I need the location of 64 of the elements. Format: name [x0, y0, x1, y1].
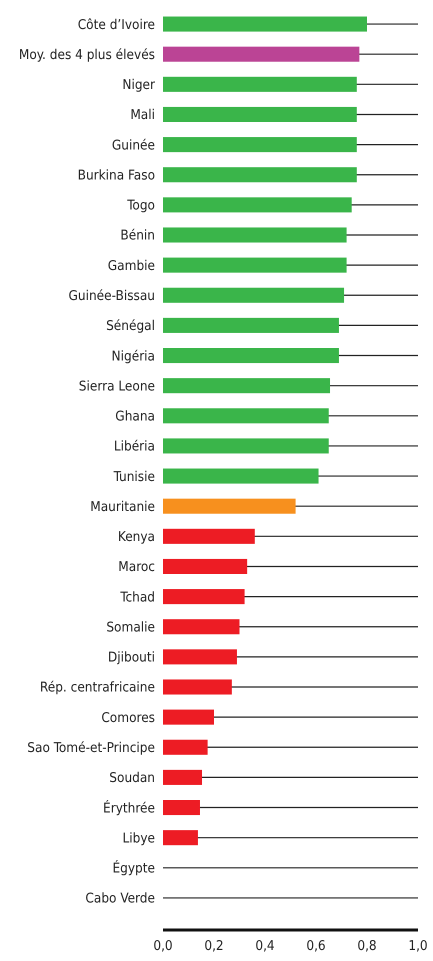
y-tick-label: Soudan [109, 770, 155, 786]
x-tick-label: 1,0 [408, 938, 428, 954]
bar [163, 649, 237, 664]
bar [163, 468, 319, 484]
y-tick-label: Ghana [115, 408, 155, 425]
y-tick-label: Gambie [108, 258, 155, 274]
bar [163, 830, 198, 846]
bar [163, 227, 347, 243]
bar [163, 498, 296, 514]
y-tick-label: Guinée [112, 137, 155, 154]
y-tick-label: Kenya [118, 529, 155, 546]
x-tick-label: 0,6 [306, 938, 326, 954]
y-tick-label: Moy. des 4 plus élevés [18, 46, 155, 63]
y-tick-label: Sierra Leone [78, 378, 155, 394]
bar [163, 137, 357, 152]
y-tick-label: Djibouti [108, 650, 155, 666]
y-tick-label: Nigéria [112, 348, 155, 364]
y-tick-label: Maroc [118, 559, 155, 576]
bar [163, 619, 240, 634]
y-tick-label: Égypte [112, 860, 155, 877]
y-tick-label: Niger [122, 77, 156, 94]
y-tick-label: Mauritanie [90, 498, 155, 515]
bar [163, 167, 357, 182]
bar [163, 197, 352, 212]
x-tick-label: 0,0 [153, 938, 173, 954]
bar [163, 800, 200, 816]
y-tick-label: Tchad [119, 589, 155, 606]
bar [163, 679, 232, 695]
y-tick-label: Libye [122, 830, 155, 846]
bar [163, 408, 329, 424]
bar [163, 770, 202, 785]
bar [163, 288, 344, 303]
bar [163, 258, 347, 273]
y-tick-label: Togo [126, 198, 155, 214]
y-tick-label: Érythrée [103, 799, 155, 816]
bar [163, 76, 357, 92]
y-tick-label: Comores [101, 710, 155, 726]
y-tick-label: Tunisie [112, 468, 155, 485]
bar [163, 589, 245, 604]
y-tick-label: Cabo Verde [85, 890, 155, 907]
y-tick-label: Rép. centrafricaine [40, 680, 155, 696]
y-tick-label: Bénin [120, 228, 155, 244]
y-tick-label: Mali [130, 107, 155, 124]
y-tick-label: Libéria [114, 438, 155, 455]
bar [163, 46, 360, 62]
bar [163, 318, 339, 333]
y-tick-label: Somalie [106, 619, 155, 636]
bar [163, 558, 248, 574]
y-tick-label: Guinée-Bissau [68, 288, 155, 304]
bar [163, 710, 214, 725]
y-tick-label: Burkina Faso [78, 167, 155, 184]
y-tick-label: Côte d’Ivoire [78, 16, 155, 33]
y-tick-label: Sénégal [106, 318, 155, 334]
bar [163, 348, 339, 364]
bar [163, 740, 208, 755]
y-tick-label: Sao Tomé-et-Principe [27, 740, 155, 756]
x-tick-label: 0,4 [255, 938, 275, 954]
bar [163, 528, 255, 544]
bar [163, 438, 329, 454]
x-tick-label: 0,8 [357, 938, 377, 954]
bar [163, 16, 367, 32]
x-tick-label: 0,2 [204, 938, 224, 954]
bar [163, 106, 357, 122]
bar [163, 378, 330, 394]
